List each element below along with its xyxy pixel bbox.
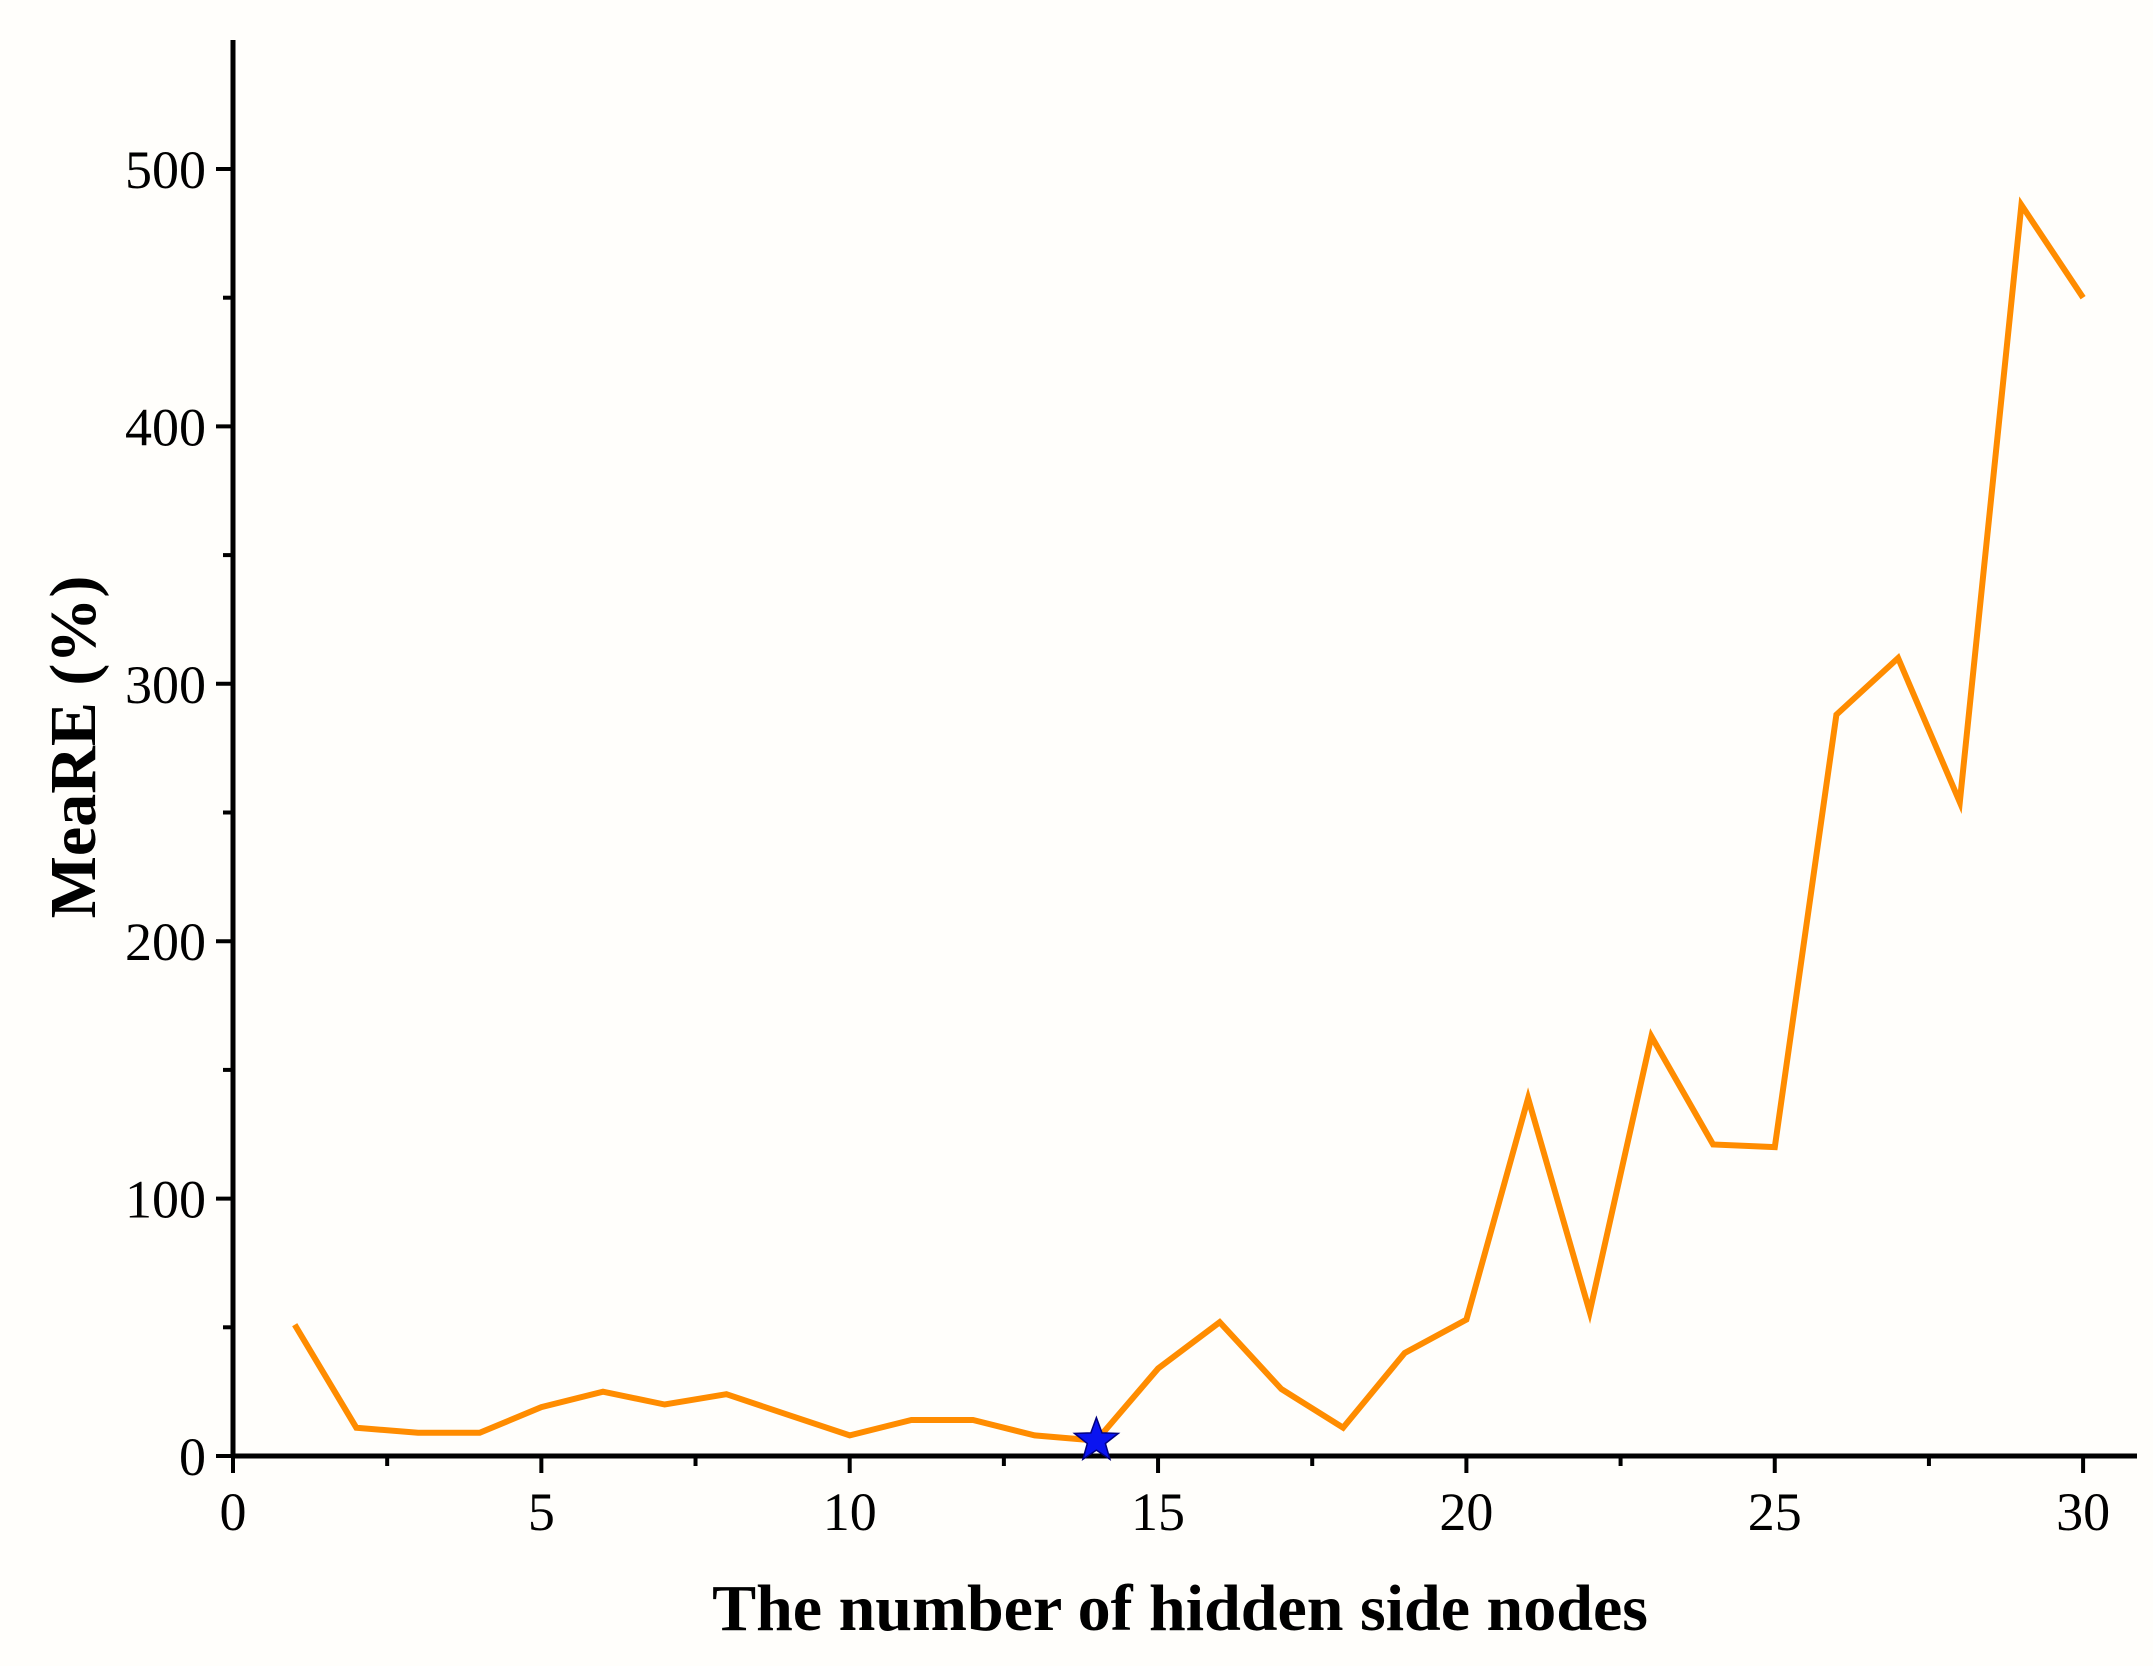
data-point [1895, 655, 1901, 661]
data-point [1402, 1350, 1408, 1356]
axes [230, 40, 2137, 1459]
data-point [1957, 799, 1963, 805]
data-point [600, 1389, 606, 1395]
data-point [1463, 1317, 1469, 1323]
data-point [538, 1404, 544, 1410]
data-point [1340, 1425, 1346, 1431]
x-axis-title: The number of hidden side nodes [712, 1572, 1648, 1645]
data-point [1155, 1365, 1161, 1371]
data-point [908, 1417, 914, 1423]
data-point [1525, 1095, 1531, 1101]
data-point [970, 1417, 976, 1423]
data-point [1587, 1309, 1593, 1315]
x-tick-label: 15 [1131, 1482, 1185, 1542]
data-point [1278, 1386, 1284, 1392]
y-tick-label: 300 [125, 655, 206, 715]
data-point [2018, 202, 2024, 208]
y-tick-label: 500 [125, 140, 206, 200]
data-point [1772, 1144, 1778, 1150]
data-point [415, 1430, 421, 1436]
data-point [785, 1412, 791, 1418]
y-tick-label: 400 [125, 397, 206, 457]
data-point [662, 1402, 668, 1408]
series-layer [292, 196, 2086, 1444]
x-tick-label: 30 [2056, 1482, 2110, 1542]
y-tick-label: 200 [125, 912, 206, 972]
data-point [1217, 1319, 1223, 1325]
data-point [292, 1322, 298, 1328]
marker-layer [1072, 1415, 1121, 1461]
data-point [1032, 1432, 1038, 1438]
y-tick-label: 0 [179, 1427, 206, 1487]
data-point [847, 1432, 853, 1438]
data-point [723, 1391, 729, 1397]
data-point [477, 1430, 483, 1436]
x-tick-label: 5 [528, 1482, 555, 1542]
x-tick-label: 20 [1439, 1482, 1493, 1542]
series-line [292, 196, 2086, 1444]
y-axis-title: MeaRE (%) [37, 576, 110, 919]
x-tick-label: 10 [823, 1482, 877, 1542]
minimum-star-marker [1072, 1415, 1121, 1461]
x-tick-label: 0 [220, 1482, 247, 1542]
data-point [353, 1425, 359, 1431]
axis-ticks [216, 167, 2086, 1473]
y-tick-label: 100 [125, 1170, 206, 1230]
x-tick-label: 25 [1748, 1482, 1802, 1542]
data-point [2080, 295, 2086, 301]
data-point [1710, 1142, 1716, 1148]
data-point [1648, 1033, 1654, 1039]
data-point [1833, 712, 1839, 718]
